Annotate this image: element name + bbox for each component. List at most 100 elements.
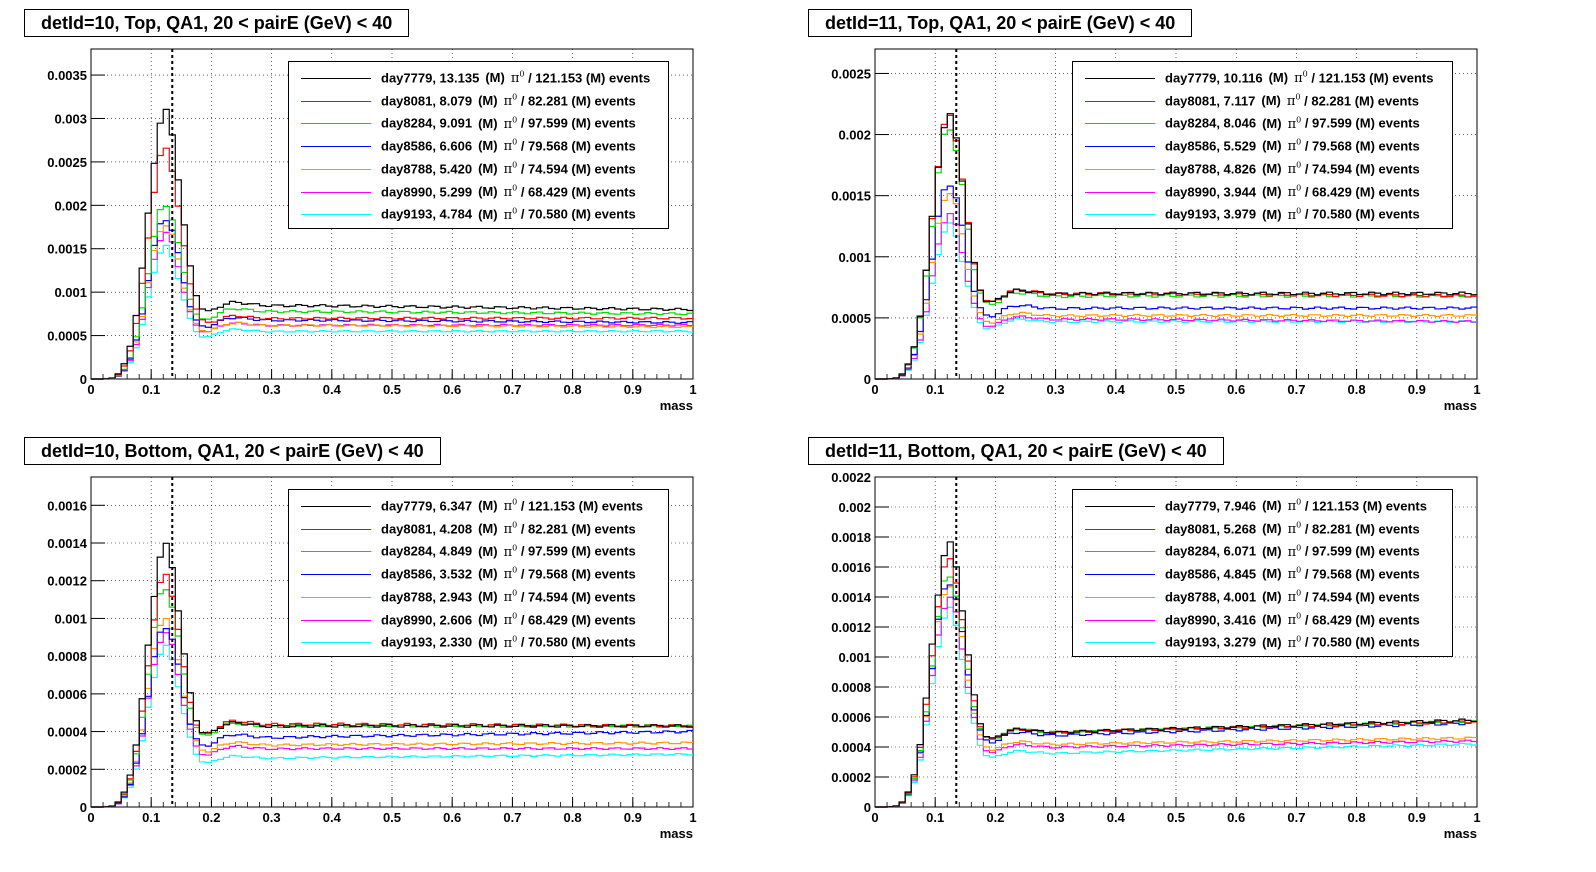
legend-label: day8284, 8.046 (M) π0 / 97.599 (M) events xyxy=(1165,115,1420,132)
y-tick-label: 0.0002 xyxy=(47,762,87,777)
y-tick-label: 0.001 xyxy=(54,285,87,300)
y-tick-label: 0 xyxy=(80,800,87,815)
legend-label: day9193, 2.330 (M) π0 / 70.580 (M) events xyxy=(381,634,636,651)
x-tick-label: 0.3 xyxy=(263,810,281,825)
legend-swatch xyxy=(301,506,371,507)
legend-entry: day8081, 7.117 (M) π0 / 82.281 (M) events xyxy=(1073,91,1452,113)
panel-title: detId=11, Bottom, QA1, 20 < pairE (GeV) … xyxy=(808,437,1224,465)
series-group xyxy=(875,541,1477,808)
x-tick-label: 0.3 xyxy=(1047,810,1065,825)
x-tick-label: 0.6 xyxy=(443,810,461,825)
legend-entry: day8788, 4.826 (M) π0 / 74.594 (M) events xyxy=(1073,159,1452,181)
y-tick-label: 0.0004 xyxy=(47,725,88,740)
legend-label: day9193, 3.979 (M) π0 / 70.580 (M) events xyxy=(1165,206,1420,223)
legend-label: day8586, 4.845 (M) π0 / 79.568 (M) events xyxy=(1165,566,1420,583)
legend-entry: day9193, 4.784 (M) π0 / 70.580 (M) events xyxy=(289,204,668,226)
y-tick-label: 0 xyxy=(80,372,87,387)
legend-swatch xyxy=(301,78,371,79)
x-axis-label: mass xyxy=(1444,398,1477,413)
legend-label: day8586, 5.529 (M) π0 / 79.568 (M) events xyxy=(1165,138,1420,155)
y-tick-label: 0.0016 xyxy=(831,560,871,575)
legend-swatch xyxy=(1085,551,1155,553)
legend-entry: day8586, 4.845 (M) π0 / 79.568 (M) events xyxy=(1073,564,1452,586)
y-tick-label: 0.0004 xyxy=(831,740,872,755)
series-line-day9193 xyxy=(875,606,1477,808)
legend-swatch xyxy=(1085,191,1155,193)
x-tick-label: 0.7 xyxy=(503,382,521,397)
series-line-day7779 xyxy=(875,541,1477,808)
legend-swatch xyxy=(1085,596,1155,598)
legend-label: day8788, 4.826 (M) π0 / 74.594 (M) events xyxy=(1165,160,1420,178)
legend-label: day8081, 8.079 (M) π0 / 82.281 (M) events xyxy=(381,92,636,110)
legend-label: day8788, 4.001 (M) π0 / 74.594 (M) events xyxy=(1165,588,1420,606)
x-tick-label: 0.3 xyxy=(1047,382,1065,397)
legend-swatch xyxy=(301,191,371,193)
legend-label: day8990, 2.606 (M) π0 / 68.429 (M) events xyxy=(381,611,636,628)
panel-bottom-left: detId=10, Bottom, QA1, 20 < pairE (GeV) … xyxy=(0,428,798,864)
series-line-day8788 xyxy=(875,586,1477,808)
legend-swatch xyxy=(1085,506,1155,507)
series-group xyxy=(91,542,693,808)
x-tick-label: 0.4 xyxy=(323,810,342,825)
legend-label: day8284, 6.071 (M) π0 / 97.599 (M) events xyxy=(1165,543,1420,560)
panel-top-right: detId=11, Top, QA1, 20 < pairE (GeV) < 4… xyxy=(784,0,1582,436)
y-tick-label: 0.002 xyxy=(838,500,871,515)
x-tick-label: 0 xyxy=(87,382,94,397)
x-tick-label: 0.1 xyxy=(926,382,944,397)
legend-entry: day7779, 13.135 (M) π0 / 121.153 (M) event… xyxy=(289,68,668,90)
x-tick-label: 0.3 xyxy=(263,382,281,397)
y-tick-label: 0.0018 xyxy=(831,530,871,545)
panel-bottom-right: detId=11, Bottom, QA1, 20 < pairE (GeV) … xyxy=(784,428,1582,864)
series-line-day8990 xyxy=(875,596,1477,808)
x-tick-label: 0.7 xyxy=(1287,382,1305,397)
x-tick-label: 0.1 xyxy=(142,810,160,825)
y-tick-label: 0.001 xyxy=(54,611,87,626)
series-line-day8284 xyxy=(875,129,1477,380)
x-tick-label: 0.2 xyxy=(202,382,220,397)
x-tick-label: 0.8 xyxy=(1348,810,1366,825)
legend-label: day8284, 4.849 (M) π0 / 97.599 (M) events xyxy=(381,543,636,560)
x-tick-label: 0.5 xyxy=(1167,810,1185,825)
legend-swatch xyxy=(301,168,371,170)
series-line-day7779 xyxy=(91,108,693,380)
x-axis-label: mass xyxy=(1444,826,1477,841)
series-line-day8586 xyxy=(91,220,693,380)
legend-label: day8788, 5.420 (M) π0 / 74.594 (M) events xyxy=(381,160,636,178)
x-tick-label: 0.9 xyxy=(1408,810,1426,825)
legend-swatch xyxy=(1085,78,1155,79)
series-line-day8788 xyxy=(91,617,693,808)
legend-swatch xyxy=(301,528,371,530)
y-tick-label: 0.0006 xyxy=(47,687,87,702)
legend-swatch xyxy=(1085,619,1155,621)
y-tick-label: 0.0035 xyxy=(47,68,87,83)
x-tick-label: 0.2 xyxy=(986,810,1004,825)
y-tick-label: 0.0008 xyxy=(47,649,87,664)
legend-entry: day8284, 4.849 (M) π0 / 97.599 (M) events xyxy=(289,541,668,563)
x-tick-label: 0.6 xyxy=(1227,810,1245,825)
legend-swatch xyxy=(301,574,371,576)
x-tick-label: 0.1 xyxy=(142,382,160,397)
legend-label: day8081, 4.208 (M) π0 / 82.281 (M) events xyxy=(381,520,636,538)
legend-label: day8788, 2.943 (M) π0 / 74.594 (M) events xyxy=(381,588,636,606)
x-tick-label: 0.5 xyxy=(1167,382,1185,397)
legend-swatch xyxy=(301,146,371,148)
series-line-day8081 xyxy=(91,147,693,380)
x-tick-label: 1 xyxy=(1473,382,1480,397)
x-tick-label: 1 xyxy=(689,810,696,825)
x-tick-label: 0.4 xyxy=(1107,382,1126,397)
x-tick-label: 1 xyxy=(1473,810,1480,825)
x-tick-label: 0.8 xyxy=(564,382,582,397)
legend-swatch xyxy=(1085,100,1155,102)
series-line-day8586 xyxy=(875,584,1477,808)
legend-entry: day8284, 9.091 (M) π0 / 97.599 (M) events xyxy=(289,113,668,135)
legend-swatch xyxy=(1085,574,1155,576)
legend-swatch xyxy=(301,100,371,102)
x-tick-label: 0.2 xyxy=(202,810,220,825)
legend-entry: day9193, 3.279 (M) π0 / 70.580 (M) events xyxy=(1073,632,1452,654)
legend-label: day8990, 3.416 (M) π0 / 68.429 (M) events xyxy=(1165,611,1420,628)
x-tick-label: 0.8 xyxy=(1348,382,1366,397)
legend-entry: day8586, 5.529 (M) π0 / 79.568 (M) events xyxy=(1073,136,1452,158)
y-tick-label: 0.0015 xyxy=(47,242,87,257)
x-tick-label: 0.4 xyxy=(323,382,342,397)
series-line-day8081 xyxy=(875,558,1477,808)
